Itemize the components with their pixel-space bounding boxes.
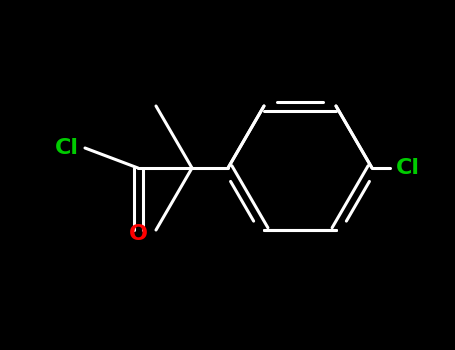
Text: Cl: Cl [396, 158, 420, 178]
Text: Cl: Cl [55, 138, 79, 158]
Text: O: O [128, 224, 147, 244]
